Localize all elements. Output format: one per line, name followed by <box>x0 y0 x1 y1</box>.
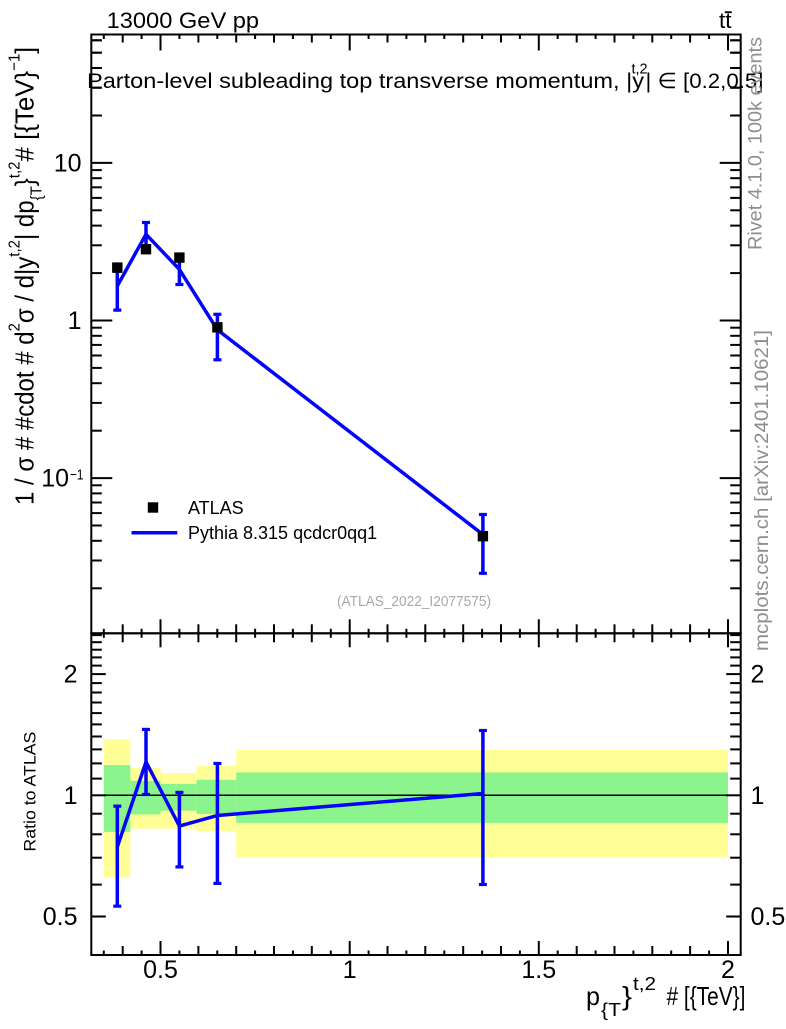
svg-text:t,2: t,2 <box>7 161 24 178</box>
svg-text:Rivet 4.1.0, 100k events: Rivet 4.1.0, 100k events <box>746 37 767 250</box>
svg-text:Parton-level subleading top tr: Parton-level subleading top transverse m… <box>87 69 644 93</box>
svg-text:1: 1 <box>343 956 357 984</box>
svg-text:mcplots.cern.ch [arXiv:2401.10: mcplots.cern.ch [arXiv:2401.10621] <box>751 330 773 651</box>
svg-text:1.5: 1.5 <box>521 956 556 984</box>
svg-text:t,2: t,2 <box>633 974 656 994</box>
svg-text:{T: {T <box>29 186 46 200</box>
svg-text:1: 1 <box>64 782 78 810</box>
svg-text:σ / d|y: σ / d|y <box>12 256 40 323</box>
svg-text:tt: tt <box>719 8 732 33</box>
svg-text:{T: {T <box>601 1000 621 1020</box>
svg-text:2: 2 <box>751 661 765 689</box>
svg-text:]: ] <box>12 47 40 54</box>
svg-text:0.5: 0.5 <box>143 956 178 984</box>
svg-text:0.5: 0.5 <box>43 903 78 931</box>
svg-text:p: p <box>586 981 600 1011</box>
svg-text:Pythia 8.315 qcdcr0qq1: Pythia 8.315 qcdcr0qq1 <box>188 523 377 543</box>
svg-text:}: } <box>622 981 632 1011</box>
svg-text:2: 2 <box>64 661 78 689</box>
svg-text:# [{TeV}]: # [{TeV}] <box>667 981 746 1011</box>
svg-text:13000 GeV pp: 13000 GeV pp <box>107 8 259 33</box>
svg-text:# [{TeV}: # [{TeV} <box>12 70 40 161</box>
svg-text:t,2: t,2 <box>632 62 648 78</box>
svg-text:Ratio to ATLAS: Ratio to ATLAS <box>21 732 40 852</box>
svg-text:2: 2 <box>721 956 735 984</box>
svg-text:1: 1 <box>751 782 765 810</box>
svg-text:| dp: | dp <box>12 200 40 240</box>
svg-text:10: 10 <box>54 150 82 178</box>
svg-text:}: } <box>12 178 40 186</box>
svg-text:t,2: t,2 <box>7 240 24 257</box>
svg-text:1 / σ # #cdot # d: 1 / σ # #cdot # d <box>12 331 40 505</box>
svg-text:0.5: 0.5 <box>751 903 786 931</box>
svg-text:ATLAS: ATLAS <box>188 498 244 518</box>
svg-text:1: 1 <box>68 307 82 335</box>
svg-text:(ATLAS_2022_I2077575): (ATLAS_2022_I2077575) <box>337 594 491 610</box>
svg-text:2: 2 <box>7 323 24 331</box>
svg-text:−1: −1 <box>7 54 24 71</box>
svg-text:| ∈ [0.2,0.5]: | ∈ [0.2,0.5] <box>646 69 764 93</box>
svg-text:10: 10 <box>41 465 69 493</box>
svg-text:−1: −1 <box>70 467 83 484</box>
